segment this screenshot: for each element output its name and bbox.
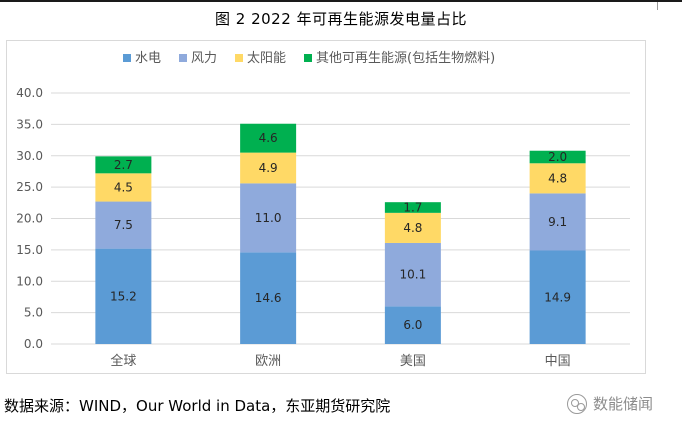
data-label: 14.6 <box>255 291 282 305</box>
chart-svg: 0.0 5.0 10.0 15.0 20.0 25.0 30.0 35.0 40.0 15.2 7.… <box>16 50 630 369</box>
bar-segment <box>384 306 441 344</box>
chart-frame: 0.0 5.0 10.0 15.0 20.0 25.0 30.0 35.0 40.0 15.2 7.… <box>6 40 646 374</box>
bar-segment <box>384 212 441 243</box>
y-tick-label: 35.0 <box>16 117 43 131</box>
legend-swatch <box>179 54 187 62</box>
y-tick-label: 20.0 <box>16 212 43 226</box>
bar-segment <box>529 150 586 164</box>
bar-segment <box>95 173 152 202</box>
data-label: 4.9 <box>259 161 278 175</box>
watermark: 数能储闻 <box>567 393 653 414</box>
x-tick-label: 中国 <box>545 354 571 369</box>
bar-segment <box>529 193 586 251</box>
data-label: 2.0 <box>548 150 567 164</box>
data-label: 4.5 <box>114 180 133 194</box>
wechat-icon <box>567 393 587 414</box>
legend-swatch <box>235 54 243 62</box>
y-tick-label: 10.0 <box>16 274 43 288</box>
bar-segment <box>240 123 297 153</box>
bar-segment <box>240 152 297 184</box>
data-label: 1.7 <box>403 201 422 215</box>
bar-segment <box>384 202 441 213</box>
y-tick-label: 40.0 <box>16 86 43 100</box>
data-label: 4.8 <box>548 171 567 185</box>
data-label: 10.1 <box>400 268 427 282</box>
bar-segment <box>95 248 152 344</box>
data-label: 7.5 <box>114 218 133 232</box>
legend-swatch <box>304 54 312 62</box>
bar-segment <box>240 183 297 253</box>
y-tick-label: 25.0 <box>16 180 43 194</box>
bar-segment <box>95 156 152 174</box>
figure-title: 图 2 2022 年可再生能源发电量占比 <box>214 10 468 28</box>
bar-segment <box>529 163 586 194</box>
bar-segment <box>529 250 586 344</box>
data-label: 6.0 <box>403 318 422 332</box>
bar-segment <box>384 242 441 307</box>
data-label: 4.8 <box>403 221 422 235</box>
legend-label: 太阳能 <box>247 51 286 66</box>
x-tick-label: 欧洲 <box>255 354 281 369</box>
x-tick-label: 全球 <box>110 353 136 369</box>
data-label: 4.6 <box>259 131 278 145</box>
y-tick-label: 0.0 <box>24 337 43 351</box>
top-rule <box>0 0 682 2</box>
y-tick-label: 5.0 <box>24 306 43 320</box>
corner-mark <box>657 2 678 10</box>
x-tick-label: 美国 <box>400 354 426 369</box>
legend-swatch <box>123 54 131 62</box>
legend-label: 其他可再生能源(包括生物燃料) <box>316 50 495 66</box>
data-label: 11.0 <box>255 211 282 225</box>
watermark-text: 数能储闻 <box>593 395 654 413</box>
data-label: 14.9 <box>544 290 571 304</box>
legend-label: 风力 <box>191 51 217 66</box>
data-label: 9.1 <box>548 215 567 229</box>
source-note: 数据来源：WIND，Our World in Data，东亚期货研究院 <box>4 397 391 415</box>
data-label: 15.2 <box>110 289 137 303</box>
bar-segment <box>95 201 152 249</box>
y-tick-label: 15.0 <box>16 243 43 257</box>
legend-label: 水电 <box>135 51 161 66</box>
bar-segment <box>240 252 297 344</box>
y-tick-label: 30.0 <box>16 149 43 163</box>
data-label: 2.7 <box>114 158 133 172</box>
